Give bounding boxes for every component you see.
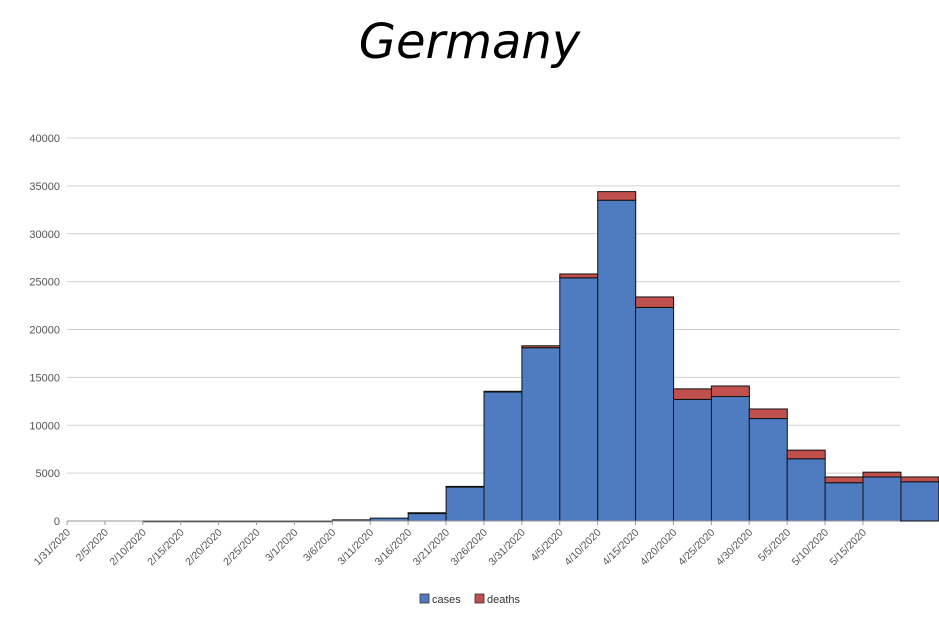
y-tick-label: 5000 xyxy=(36,468,60,480)
x-tick-label: 3/1/2020 xyxy=(263,527,300,564)
y-tick-label: 10000 xyxy=(29,420,60,432)
bar-cases xyxy=(673,398,712,522)
y-tick-label: 40000 xyxy=(29,133,60,145)
x-tick-label: 5/5/2020 xyxy=(756,527,793,564)
bar-cases xyxy=(710,396,750,522)
x-tick-label: 4/25/2020 xyxy=(676,527,718,569)
bar-cases xyxy=(483,391,523,522)
x-tick-label: 1/31/2020 xyxy=(32,527,74,569)
bar-deaths xyxy=(597,191,637,201)
y-tick-label: 25000 xyxy=(29,277,60,289)
bar-cases xyxy=(824,482,864,522)
y-tick-label: 15000 xyxy=(29,372,60,384)
bar-cases xyxy=(786,458,826,522)
x-tick-label: 2/20/2020 xyxy=(183,527,225,569)
x-tick-label: 4/30/2020 xyxy=(714,527,756,569)
x-tick-label: 2/15/2020 xyxy=(145,527,187,569)
x-tick-label: 3/6/2020 xyxy=(301,527,338,564)
chart-title: Germany xyxy=(358,14,581,70)
bar-cases xyxy=(445,486,485,522)
legend-swatch-cases xyxy=(419,593,430,604)
x-tick-label: 3/11/2020 xyxy=(335,527,376,568)
bar-cases xyxy=(900,481,939,522)
bar-cases xyxy=(559,277,599,522)
bar-cases xyxy=(597,199,637,522)
y-tick-label: 0 xyxy=(54,516,60,528)
bar-deaths xyxy=(559,273,599,279)
bar-deaths xyxy=(900,476,939,483)
bar-deaths xyxy=(635,296,675,308)
bar-deaths xyxy=(445,485,485,488)
x-tick-label: 3/26/2020 xyxy=(449,527,491,569)
x-tick-label: 2/10/2020 xyxy=(107,527,149,569)
y-axis-ticks: 0 5000 10000 15000 20000 25000 30000 35000 40000 xyxy=(29,133,60,528)
y-tick-label: 30000 xyxy=(29,229,60,241)
bar-deaths xyxy=(407,512,447,515)
x-tick-label: 3/16/2020 xyxy=(373,527,415,569)
legend-swatch-deaths xyxy=(474,593,485,604)
x-tick-label: 5/10/2020 xyxy=(790,527,832,569)
x-tick-label: 3/21/2020 xyxy=(411,527,453,569)
bars xyxy=(142,191,939,523)
x-axis-ticks: 1/31/2020 2/5/20202/10/20202/15/20202/20/… xyxy=(32,521,870,569)
x-tick-label: 4/5/2020 xyxy=(528,527,565,564)
bar-deaths xyxy=(786,449,826,460)
bar-deaths xyxy=(710,385,750,398)
legend: cases deaths xyxy=(419,593,521,606)
bar-deaths xyxy=(748,408,788,420)
x-tick-label: 4/10/2020 xyxy=(562,527,604,569)
bar-cases xyxy=(862,476,902,522)
y-tick-label: 20000 xyxy=(29,325,60,337)
x-tick-label: 3/31/2020 xyxy=(486,527,528,569)
y-tick-label: 35000 xyxy=(29,181,60,193)
legend-label-cases: cases xyxy=(432,594,461,606)
x-tick-label: 4/15/2020 xyxy=(600,527,642,569)
bar-cases xyxy=(748,418,788,522)
legend-label-deaths: deaths xyxy=(487,594,521,606)
bar-cases xyxy=(521,347,561,522)
bar-deaths xyxy=(483,390,523,393)
bar-deaths xyxy=(862,471,902,478)
bar-deaths xyxy=(673,388,712,400)
x-tick-label: 2/25/2020 xyxy=(221,527,263,569)
x-tick-label: 5/15/2020 xyxy=(828,527,870,569)
bar-deaths xyxy=(824,476,864,484)
x-tick-label: 4/20/2020 xyxy=(638,527,680,569)
bar-cases xyxy=(635,306,675,522)
x-tick-label: 2/5/2020 xyxy=(74,527,111,564)
bar-deaths xyxy=(521,345,561,349)
